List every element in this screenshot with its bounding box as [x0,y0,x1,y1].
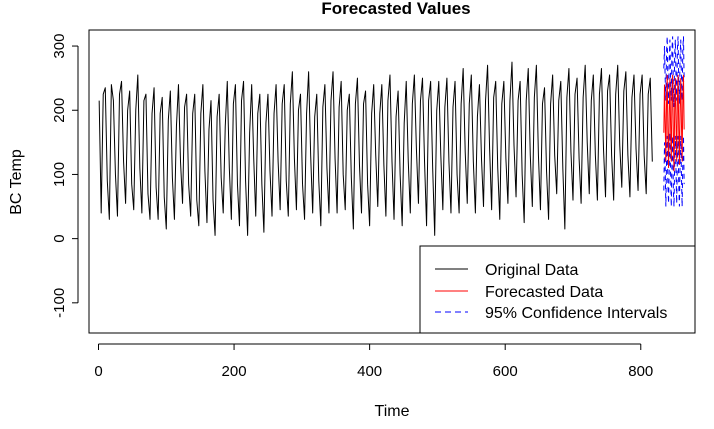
y-tick-label: 100 [51,162,68,187]
y-tick-label: 0 [51,234,68,242]
y-axis-label: BC Temp [8,149,25,215]
y-tick-label: -100 [51,288,68,318]
legend-label-ci: 95% Confidence Intervals [485,305,667,322]
x-tick-label: 800 [628,363,653,380]
y-tick-label: 300 [51,34,68,59]
series-layer [98,36,685,236]
y-axis: -100 0 100 200 300 [51,34,79,318]
series-original-data [98,61,653,236]
legend-box [419,245,696,334]
series-forecast [663,74,685,172]
legend-label-forecast: Forecasted Data [485,284,603,301]
legend: Original Data Forecasted Data 95% Confid… [419,245,696,334]
x-tick-label: 600 [493,363,518,380]
series-lower-ci [663,132,685,207]
series-upper-ci [663,36,685,108]
x-axis: 0 200 400 600 800 [94,343,653,380]
chart-title: Forecasted Values [321,0,470,18]
plot-frame [88,29,696,334]
x-tick-label: 200 [222,363,247,380]
x-tick-label: 0 [94,363,102,380]
x-tick-label: 400 [357,363,382,380]
y-tick-label: 200 [51,98,68,123]
legend-label-original: Original Data [485,262,578,279]
x-axis-label: Time [375,403,410,420]
